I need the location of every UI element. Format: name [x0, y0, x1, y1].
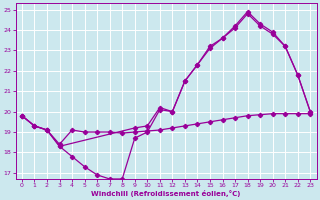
X-axis label: Windchill (Refroidissement éolien,°C): Windchill (Refroidissement éolien,°C)	[92, 190, 241, 197]
